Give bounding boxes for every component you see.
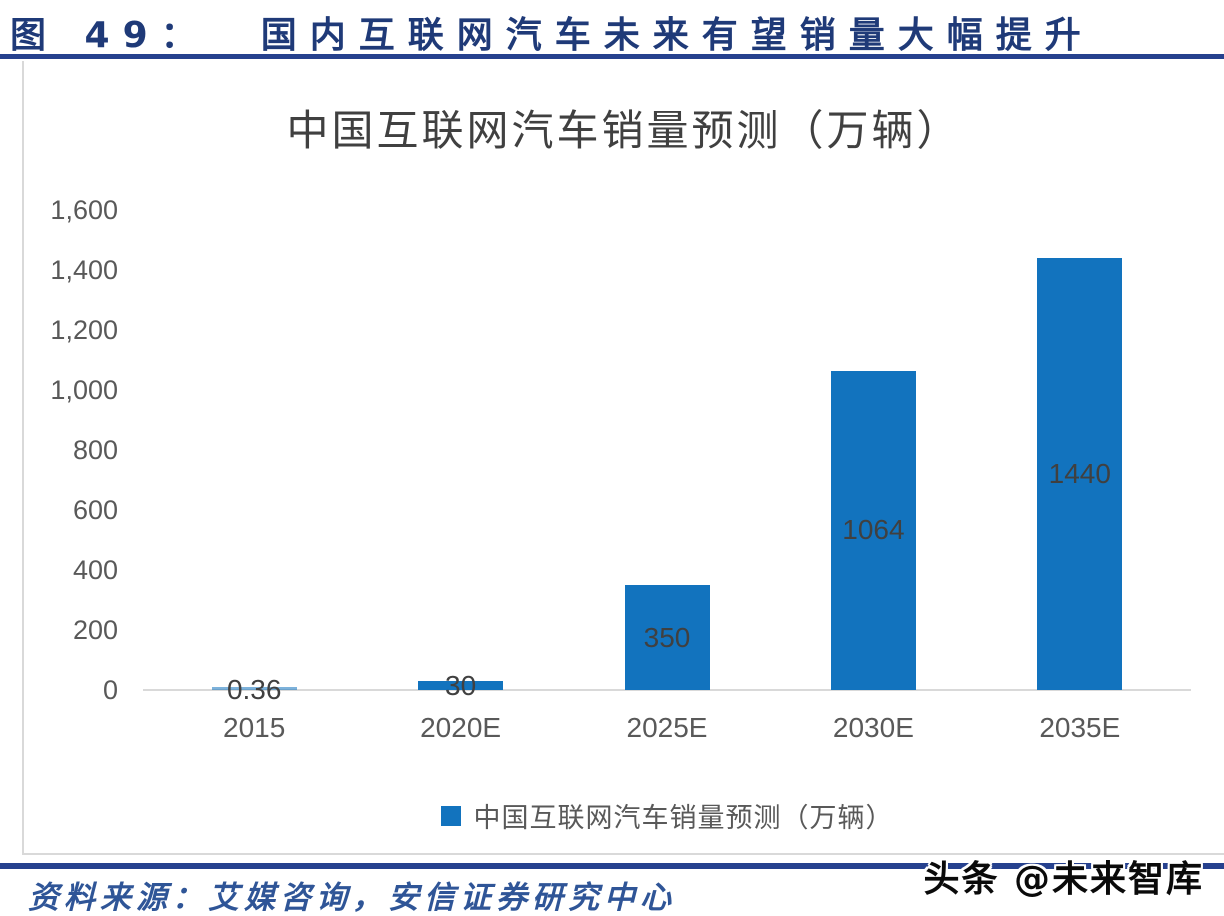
x-axis-line <box>143 689 1191 691</box>
y-tick-label: 400 <box>72 555 118 585</box>
x-axis-category-label: 2035E <box>1039 712 1121 743</box>
bar-value-label: 1064 <box>842 514 905 546</box>
bar-value-label: 350 <box>643 621 691 653</box>
y-tick-label: 800 <box>72 435 118 465</box>
bar-2035E <box>1037 258 1123 690</box>
bar-2030E <box>830 370 916 690</box>
x-axis-category-label: 2030E <box>832 712 914 743</box>
y-tick-label: 1,400 <box>50 255 118 285</box>
footer-divider <box>0 863 1224 869</box>
y-axis: 1,600 1,400 1,200 1,000 800 600 400 200 0 <box>34 195 118 705</box>
x-axis-category-label: 2015 <box>223 712 286 743</box>
bar-value-label: 30 <box>445 669 477 701</box>
header-divider <box>0 54 1224 59</box>
bar-value-label: 1440 <box>1048 458 1111 489</box>
y-tick-label: 1,000 <box>50 375 118 405</box>
legend-label: 中国互联网汽车销量预测（万辆） <box>473 803 894 833</box>
chart-container: 中国互联网汽车销量预测（万辆） 1,600 1,400 1,200 1,000 800 6… <box>22 61 1224 855</box>
chart-title: 中国互联网汽车销量预测（万辆） <box>286 106 962 155</box>
y-tick-label: 200 <box>72 615 118 645</box>
bar-2015 <box>211 686 297 690</box>
bar-2020E <box>418 681 504 690</box>
watermark: 头条 @未来智库 <box>923 859 1204 900</box>
y-tick-label: 1,200 <box>50 315 118 345</box>
y-tick-label: 1,600 <box>50 195 118 225</box>
y-tick-label: 600 <box>72 495 118 525</box>
source-line: 资料来源：艾媒咨询，安信证券研究中心 <box>28 880 676 916</box>
bar-2025E <box>624 585 710 690</box>
bar-value-label: 0.36 <box>226 673 282 705</box>
x-axis-category-label: 2020E <box>420 712 502 743</box>
y-tick-label: 0 <box>102 675 118 705</box>
figure-caption: 图 49： 国内互联网汽车未来有望销量大幅提升 <box>10 15 1094 56</box>
plot-area: 0.36 2015 30 2020E 350 2025E 1064 2030E 1440 2035… <box>143 210 1191 743</box>
legend: 中国互联网汽车销量预测（万辆） <box>151 796 1183 835</box>
legend-marker-icon <box>440 805 461 826</box>
x-axis-category-label: 2025E <box>626 712 708 743</box>
